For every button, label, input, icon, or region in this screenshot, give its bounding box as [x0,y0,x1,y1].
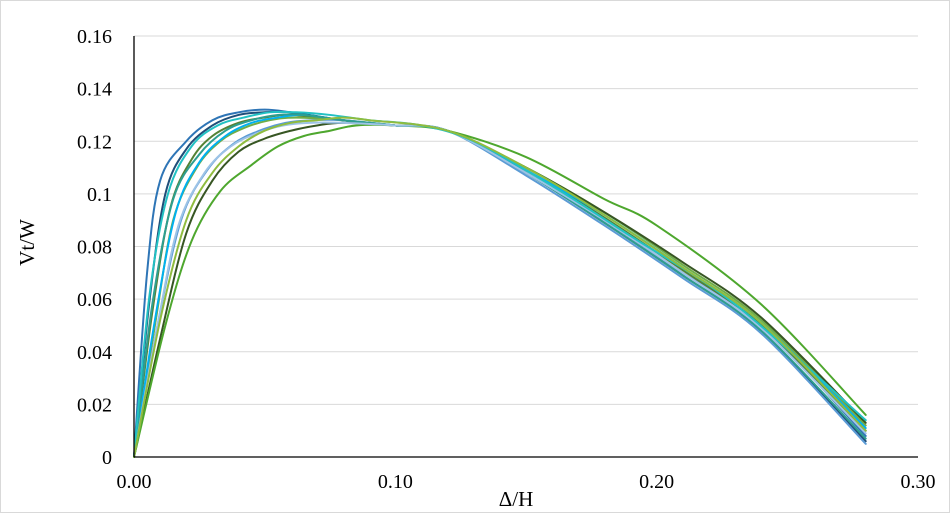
axes [133,36,918,458]
y-tick-label: 0 [102,447,112,469]
series-lines [133,108,867,458]
series-line-1 [133,108,867,458]
y-tick-label: 0.08 [77,237,112,259]
y-tick-label: 0.14 [77,79,112,101]
series-line-5 [133,113,867,458]
y-tick-label: 0.16 [77,26,112,48]
series-line-8 [133,123,867,458]
x-axis-title: Δ/H [499,487,534,511]
gridlines [134,35,918,405]
y-tick-label: 0.02 [77,394,112,416]
series-line-7 [133,121,867,458]
x-tick-label: 0.20 [639,471,674,493]
series-line-4 [133,116,867,458]
series-line-3 [133,113,867,458]
y-tick-label: 0.12 [77,131,112,153]
series-line-9 [133,113,867,458]
x-tick-label: 0.10 [378,471,413,493]
x-tick-labels: 0.00 0.10 0.20 0.30 [117,471,936,493]
series-line-2 [133,110,867,458]
series-line-12 [133,116,867,458]
x-tick-label: 0.00 [117,471,152,493]
y-tick-label: 0.1 [87,184,112,206]
series-line-10 [133,121,867,458]
y-tick-label: 0.06 [77,289,112,311]
y-tick-label: 0.04 [77,342,112,364]
x-tick-label: 0.30 [901,471,936,493]
y-tick-labels: 0 0.02 0.04 0.06 0.08 0.1 0.12 0.14 0.16 [77,26,112,469]
y-axis-title: Vt/W [15,219,39,266]
series-line-11 [133,110,867,458]
